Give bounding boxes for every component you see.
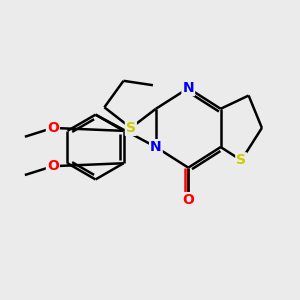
Text: S: S	[126, 121, 136, 135]
Text: O: O	[47, 121, 59, 135]
Text: N: N	[182, 81, 194, 95]
Text: N: N	[150, 140, 162, 154]
Text: O: O	[182, 193, 194, 207]
Text: O: O	[47, 159, 59, 173]
Text: S: S	[236, 153, 246, 167]
